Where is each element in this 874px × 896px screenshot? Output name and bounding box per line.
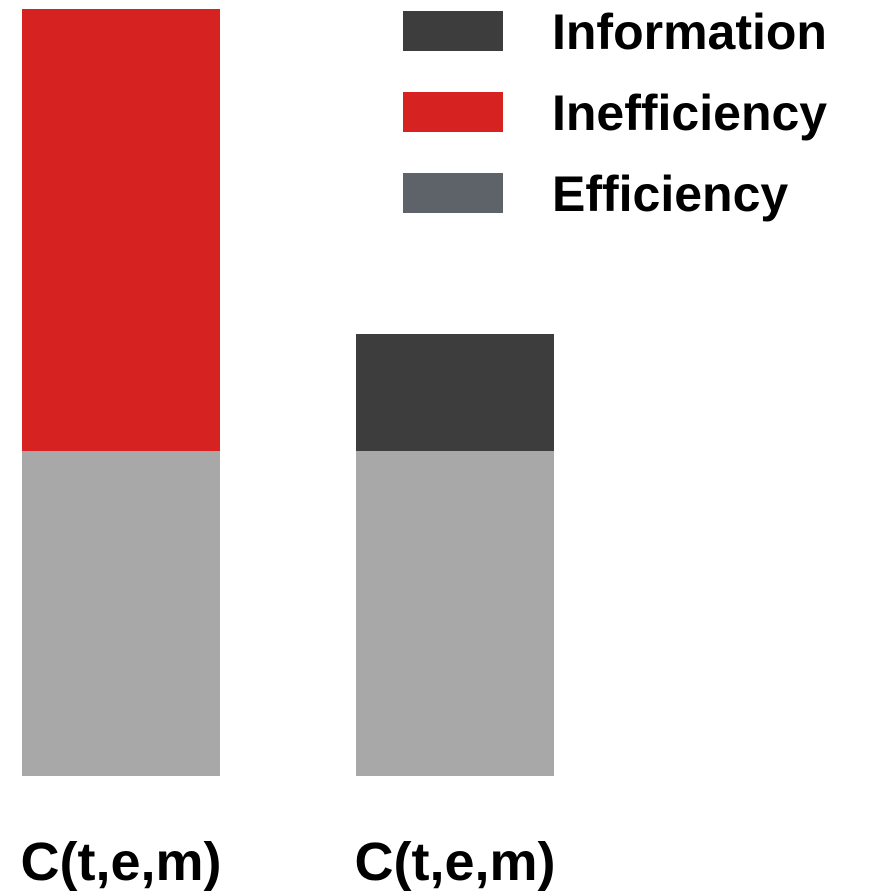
- x-tick-labels: C(t,e,m) C(t,e,m): [21, 832, 556, 892]
- legend-label-inefficiency: Inefficiency: [552, 85, 827, 141]
- legend-swatch-efficiency: [403, 173, 503, 213]
- bar-2-information-segment: [356, 334, 554, 451]
- x-tick-label-1: C(t,e,m): [21, 832, 222, 892]
- legend-swatch-information: [403, 11, 503, 51]
- legend-label-efficiency: Efficiency: [552, 166, 788, 222]
- x-tick-label-2: C(t,e,m): [355, 832, 556, 892]
- legend-swatch-inefficiency: [403, 92, 503, 132]
- bar-1-efficiency-segment: [22, 451, 220, 776]
- legend-label-information: Information: [552, 4, 827, 60]
- legend: Information Inefficiency Efficiency: [403, 4, 827, 222]
- bar-2-efficiency-segment: [356, 451, 554, 776]
- bars-layer: [22, 9, 554, 776]
- bar-1-inefficiency-segment: [22, 9, 220, 451]
